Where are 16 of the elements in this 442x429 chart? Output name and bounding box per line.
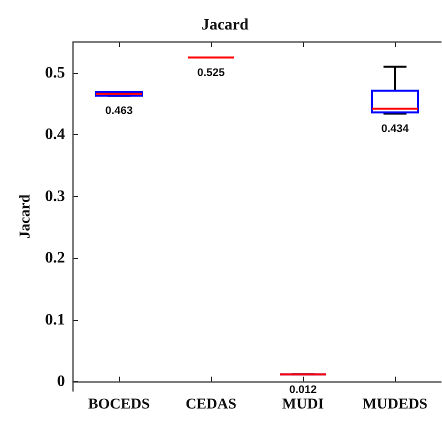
x-tick-label: MUDEDS — [362, 396, 428, 412]
y-tick-label: 0.1 — [45, 311, 65, 328]
chart-title: Jacard — [201, 16, 249, 34]
y-tick-label: 0.4 — [45, 126, 65, 144]
annotation: 0.525 — [197, 66, 225, 79]
annotation: 0.434 — [381, 123, 410, 136]
y-tick-label: 0.3 — [45, 188, 65, 205]
y-axis-title: Jacard — [18, 194, 34, 239]
y-tick-label: 0.5 — [45, 64, 65, 82]
y-tick-label: 0 — [57, 373, 65, 390]
x-tick-label: MUDI — [282, 396, 324, 412]
annotation: 0.012 — [289, 384, 317, 396]
x-tick-label: BOCEDS — [88, 396, 150, 412]
x-tick-label: CEDAS — [186, 396, 236, 412]
y-tick-label: 0.2 — [45, 250, 65, 267]
annotation: 0.463 — [105, 105, 133, 118]
